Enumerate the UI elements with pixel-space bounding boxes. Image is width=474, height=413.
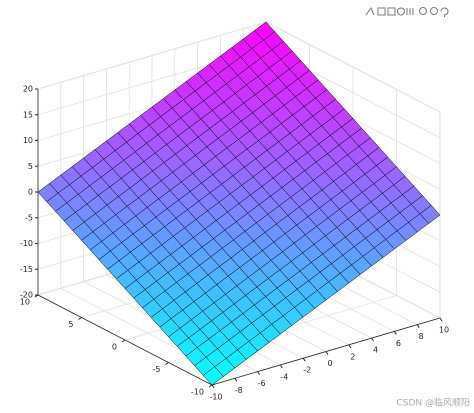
z-tick-label: -15 [20, 265, 33, 274]
x-tick-label: 4 [373, 346, 378, 355]
tick-mark [416, 324, 420, 328]
y-tick-label: 10 [20, 298, 30, 307]
tick-mark [208, 384, 213, 388]
x-tick-label: -6 [258, 379, 266, 388]
x-tick-label: 8 [419, 332, 424, 341]
watermark: CSDN @临风顺阳 [396, 397, 470, 409]
z-tick-label: 0 [28, 188, 33, 197]
toolbar-icon[interactable] [365, 6, 375, 16]
x-tick-label: -8 [235, 386, 243, 395]
tick-mark [393, 331, 397, 335]
x-tick-label: 0 [327, 359, 332, 368]
toolbar-icon[interactable] [440, 7, 449, 17]
z-tick-label: -10 [20, 239, 33, 248]
x-tick-label: 10 [439, 326, 449, 335]
surface-patch [202, 366, 224, 386]
tick-mark [234, 378, 238, 382]
toolbar-icon[interactable] [419, 7, 427, 15]
x-tick-label: -2 [303, 366, 311, 375]
toolbar-icon[interactable] [406, 8, 414, 15]
toolbar-icon[interactable] [377, 7, 386, 16]
x-tick-label: 6 [396, 339, 401, 348]
z-tick-label: -20 [20, 291, 33, 300]
y-tick-label: -10 [191, 388, 204, 397]
grid-line [265, 21, 441, 113]
toolbar-icon[interactable] [397, 7, 405, 16]
z-tick-label: 10 [23, 136, 33, 145]
tick-mark [371, 337, 375, 342]
surface [37, 21, 441, 386]
grid-line [37, 21, 267, 90]
tick-mark [211, 384, 215, 389]
toolbar-icon[interactable] [387, 7, 396, 16]
tick-mark [439, 317, 443, 322]
z-tick-label: 15 [23, 110, 33, 119]
z-tick-label: -5 [25, 213, 33, 222]
x-tick-label: -4 [280, 372, 288, 381]
tick-mark [325, 351, 329, 355]
y-tick-label: -5 [153, 365, 161, 374]
y-tick-label: 5 [68, 320, 73, 329]
tick-mark [302, 357, 306, 362]
tick-mark [279, 364, 283, 369]
z-tick-label: 20 [23, 85, 33, 94]
tick-mark [121, 339, 126, 343]
tick-mark [78, 317, 82, 320]
tick-mark [257, 371, 261, 375]
toolbar [365, 6, 449, 17]
y-tick-label: 0 [112, 343, 117, 352]
toolbar-icon[interactable] [430, 7, 438, 15]
x-tick-label: -10 [209, 393, 222, 402]
tick-mark [348, 344, 352, 349]
z-tick-label: 5 [28, 162, 33, 171]
x-tick-label: 2 [350, 352, 355, 361]
tick-mark [165, 362, 169, 365]
